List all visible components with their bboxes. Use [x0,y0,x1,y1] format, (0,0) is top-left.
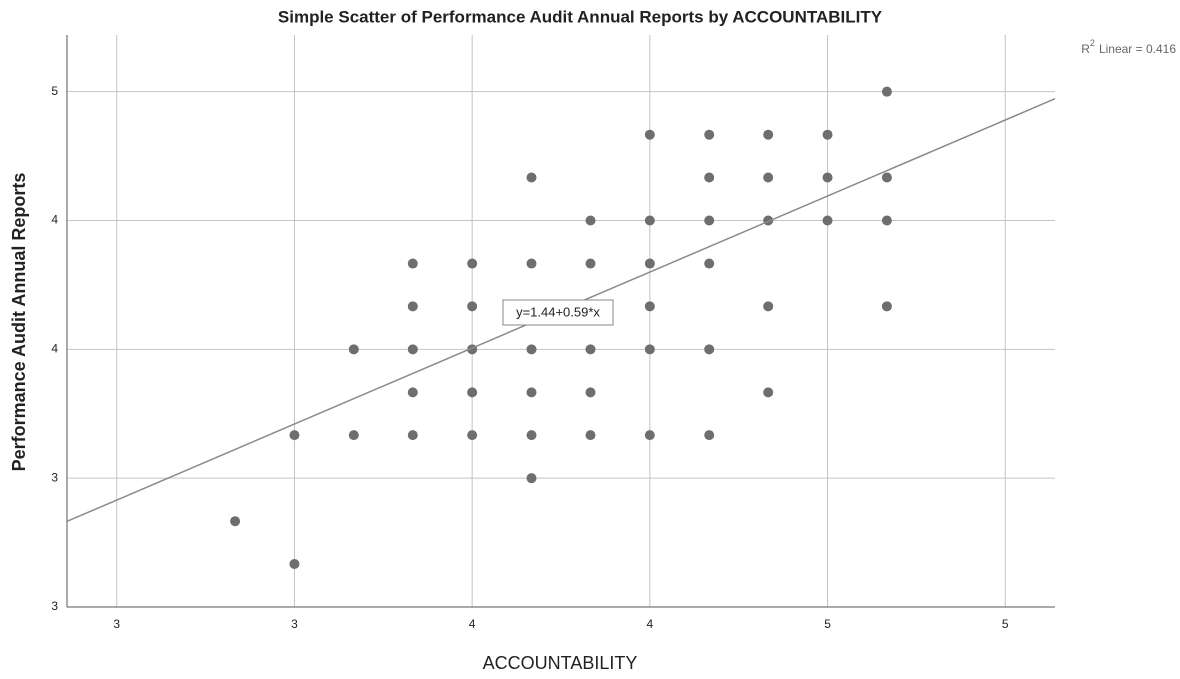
point [881,86,892,97]
point [289,558,300,569]
point [822,215,833,226]
point [526,473,537,484]
point [526,430,537,441]
point [763,387,774,398]
point [644,215,655,226]
point [704,215,715,226]
r-squared-r: R [1081,42,1090,56]
y-tick-label: 3 [51,599,58,613]
x-axis-label: ACCOUNTABILITY [483,653,638,673]
r-squared-label: R2 Linear = 0.416 [1081,38,1176,56]
point [407,387,418,398]
x-tick-label: 3 [113,617,120,631]
fit-label: y=1.44+0.59*x [516,304,600,319]
point [348,430,359,441]
y-tick-label: 4 [51,213,58,227]
point [704,258,715,269]
y-tick-label: 5 [51,84,58,98]
point [644,301,655,312]
point [289,430,300,441]
y-tick-label: 3 [51,470,58,484]
point [230,516,241,527]
point [704,430,715,441]
point [526,172,537,183]
x-tick-label: 4 [647,617,654,631]
x-tick-label: 3 [291,617,298,631]
point [407,301,418,312]
x-tick-label: 5 [824,617,831,631]
point [822,129,833,140]
point [585,258,596,269]
point [467,258,478,269]
point [704,129,715,140]
point [585,344,596,355]
point [348,344,359,355]
y-axis-label: Performance Audit Annual Reports [9,173,29,472]
chart-title: Simple Scatter of Performance Audit Annu… [278,7,883,26]
point [407,258,418,269]
point [526,387,537,398]
point [881,172,892,183]
point [822,172,833,183]
point [467,387,478,398]
point [704,344,715,355]
point [585,387,596,398]
fit-label-box [502,299,614,326]
point [407,344,418,355]
point [644,258,655,269]
y-tick-label: 4 [51,342,58,356]
point [467,430,478,441]
x-tick-label: 5 [1002,617,1009,631]
point [526,344,537,355]
point [644,129,655,140]
point [467,301,478,312]
point [881,301,892,312]
point [585,430,596,441]
point [644,344,655,355]
point [763,129,774,140]
point [407,430,418,441]
point [881,215,892,226]
point [585,215,596,226]
point [763,301,774,312]
point [704,172,715,183]
point [644,430,655,441]
r-squared-exp: 2 [1090,38,1095,48]
point [526,258,537,269]
x-tick-label: 4 [469,617,476,631]
point [763,172,774,183]
r-squared-value: Linear = 0.416 [1099,42,1176,56]
